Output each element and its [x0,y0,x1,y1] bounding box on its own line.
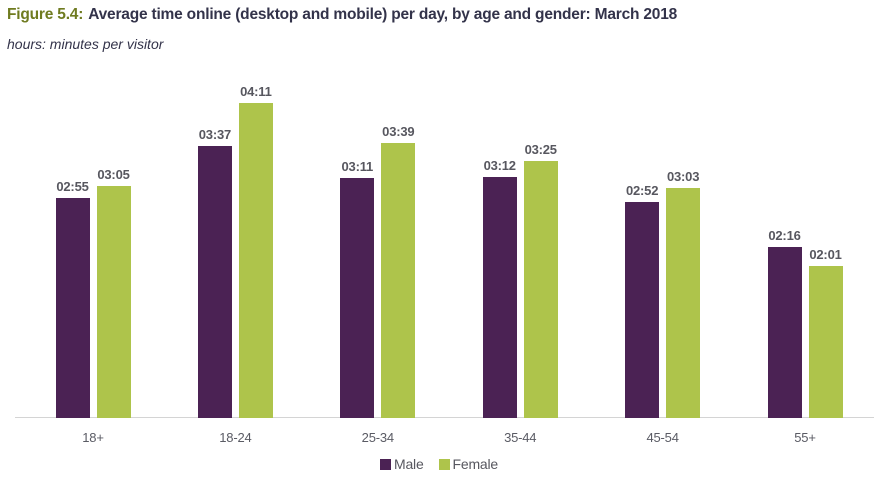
bar-value-label-female-35-44: 03:25 [524,142,557,157]
bar-wrap-male-25-34: 03:11 [340,159,375,418]
bar-group-55+: 02:16 02:01 [767,228,843,418]
x-axis-label-55+: 55+ [794,430,816,445]
x-axis-line [15,417,874,418]
chart-title: Figure 5.4: Average time online (desktop … [7,6,870,24]
chart-legend: Male Female [0,456,878,472]
bar-wrap-female-18-24: 04:11 [238,84,273,418]
bar-wrap-female-25-34: 03:39 [381,124,416,418]
bar-value-label-male-18-24: 03:37 [198,127,232,142]
bar-female-45-54 [666,188,701,418]
bar-female-55+ [808,266,843,418]
x-axis-label-35-44: 35-44 [504,430,537,445]
bar-group-25-34: 03:11 03:39 [340,124,416,418]
chart-title-text: Average time online (desktop and mobile)… [88,6,678,23]
bar-value-label-male-35-44: 03:12 [483,158,516,173]
x-axis-label-18+: 18+ [82,430,104,445]
bar-female-25-34 [381,143,416,418]
bar-chart-plot-area: 02:55 03:05 18+ 03:37 04:11 18-24 03:11 03:39 25… [0,60,878,445]
legend-swatch-male [379,458,391,470]
bar-wrap-male-35-44: 03:12 [482,158,517,418]
bar-value-label-female-55+: 02:01 [809,247,842,262]
bar-male-18-24 [197,146,232,418]
bar-value-label-male-18+: 02:55 [56,179,89,194]
bar-value-label-female-45-54: 03:03 [666,169,700,184]
bar-female-18-24 [238,103,273,418]
x-axis-label-45-54: 45-54 [646,430,679,445]
legend-item-female: Female [438,456,499,472]
legend-label-male: Male [393,456,424,472]
bar-value-label-female-25-34: 03:39 [382,124,415,139]
bar-female-18+ [96,186,131,418]
bar-male-25-34 [340,178,375,418]
chart-subtitle: hours: minutes per visitor [7,36,164,52]
bar-wrap-female-55+: 02:01 [808,247,843,418]
legend-label-female: Female [452,456,499,472]
bar-value-label-female-18-24: 04:11 [240,84,272,99]
bar-male-18+ [55,198,90,418]
bar-value-label-male-55+: 02:16 [768,228,801,243]
bar-male-45-54 [625,202,660,418]
bar-wrap-female-35-44: 03:25 [523,142,558,418]
figure-number-label: Figure 5.4: [7,6,84,23]
bar-wrap-male-18+: 02:55 [55,179,90,418]
bar-wrap-male-55+: 02:16 [767,228,802,418]
bar-wrap-male-45-54: 02:52 [625,183,660,418]
bar-male-35-44 [482,177,517,418]
bar-group-18+: 02:55 03:05 [55,167,131,418]
legend-item-male: Male [379,456,424,472]
bar-value-label-male-25-34: 03:11 [341,159,374,174]
bar-wrap-female-45-54: 03:03 [666,169,701,418]
bar-group-45-54: 02:52 03:03 [625,169,701,418]
bar-group-18-24: 03:37 04:11 [197,84,273,418]
bar-female-35-44 [523,161,558,418]
bar-group-35-44: 03:12 03:25 [482,142,558,418]
x-axis-label-25-34: 25-34 [361,430,394,445]
bar-value-label-female-18+: 03:05 [97,167,130,182]
bar-wrap-female-18+: 03:05 [96,167,131,418]
bar-male-55+ [767,247,802,418]
legend-swatch-female [438,458,450,470]
bar-wrap-male-18-24: 03:37 [197,127,232,418]
x-axis-label-18-24: 18-24 [219,430,252,445]
bar-value-label-male-45-54: 02:52 [625,183,659,198]
